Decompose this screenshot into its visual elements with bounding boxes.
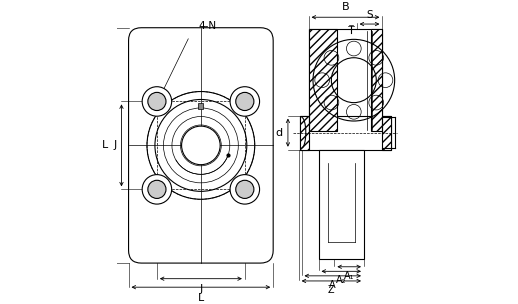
Bar — [300, 116, 309, 150]
Circle shape — [236, 180, 254, 199]
Text: A₂: A₂ — [336, 275, 347, 285]
Text: A₁: A₁ — [344, 271, 354, 281]
Bar — [371, 29, 382, 131]
Circle shape — [230, 87, 260, 116]
Text: d: d — [276, 128, 283, 138]
Circle shape — [148, 180, 166, 199]
Bar — [309, 29, 382, 131]
FancyBboxPatch shape — [128, 28, 273, 263]
Bar — [319, 150, 364, 259]
Bar — [382, 116, 391, 150]
Bar — [371, 29, 382, 131]
Text: J: J — [113, 140, 117, 150]
Circle shape — [148, 92, 166, 111]
Text: 4-N: 4-N — [198, 21, 216, 31]
Text: Z: Z — [328, 285, 335, 295]
Bar — [309, 29, 337, 131]
Bar — [198, 103, 204, 109]
Text: L: L — [198, 293, 204, 303]
Text: L: L — [102, 140, 108, 150]
Bar — [309, 29, 337, 131]
Text: J: J — [199, 284, 203, 294]
Bar — [300, 116, 309, 150]
Circle shape — [236, 92, 254, 111]
Circle shape — [182, 126, 220, 165]
Circle shape — [230, 174, 260, 204]
Circle shape — [142, 87, 171, 116]
Text: B: B — [342, 2, 349, 12]
Text: S: S — [366, 10, 373, 20]
Circle shape — [142, 174, 171, 204]
Bar — [300, 116, 391, 150]
Bar — [382, 116, 391, 150]
Text: A: A — [329, 280, 336, 290]
